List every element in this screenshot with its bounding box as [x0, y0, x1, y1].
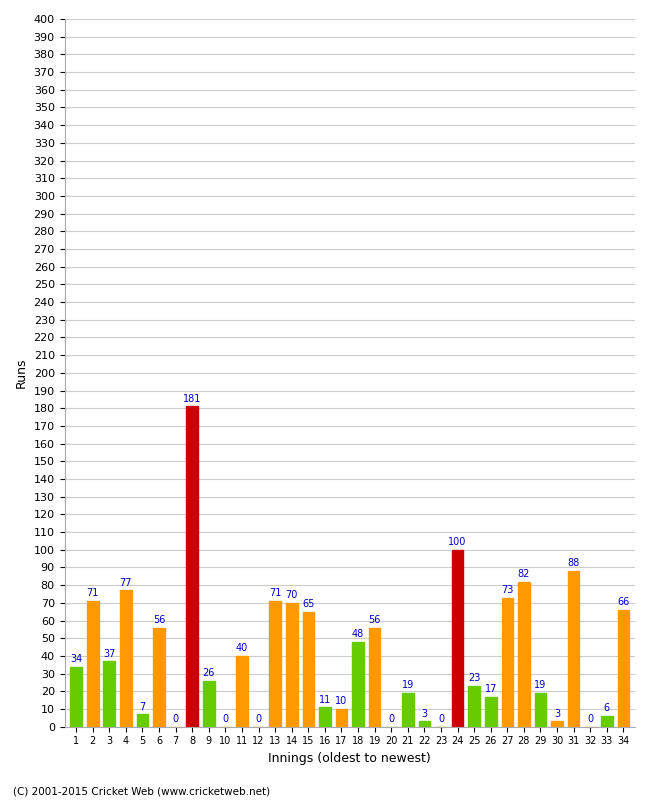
Text: 23: 23 [468, 674, 480, 683]
Text: 19: 19 [534, 681, 547, 690]
Bar [335, 709, 347, 726]
Y-axis label: Runs: Runs [15, 358, 28, 388]
Text: 71: 71 [86, 589, 99, 598]
Bar [203, 681, 215, 726]
Bar [302, 612, 314, 726]
Text: 0: 0 [172, 714, 179, 724]
Text: 82: 82 [517, 569, 530, 579]
Bar [187, 406, 198, 726]
Bar [87, 601, 99, 726]
Text: 0: 0 [388, 714, 395, 724]
Text: 0: 0 [438, 714, 444, 724]
Text: 66: 66 [618, 598, 629, 607]
Bar [236, 656, 248, 726]
Text: 0: 0 [587, 714, 593, 724]
Text: 3: 3 [554, 709, 560, 718]
Text: 7: 7 [139, 702, 146, 712]
Text: 19: 19 [402, 681, 414, 690]
Text: 70: 70 [285, 590, 298, 600]
Bar [269, 601, 281, 726]
Text: 17: 17 [484, 684, 497, 694]
X-axis label: Innings (oldest to newest): Innings (oldest to newest) [268, 752, 431, 765]
Text: 56: 56 [369, 615, 381, 625]
Bar [618, 610, 629, 726]
Text: (C) 2001-2015 Cricket Web (www.cricketweb.net): (C) 2001-2015 Cricket Web (www.cricketwe… [13, 786, 270, 796]
Text: 100: 100 [448, 537, 467, 547]
Text: 11: 11 [318, 694, 331, 705]
Text: 6: 6 [604, 703, 610, 714]
Text: 34: 34 [70, 654, 83, 664]
Bar [568, 571, 579, 726]
Text: 65: 65 [302, 599, 315, 609]
Text: 37: 37 [103, 649, 116, 658]
Bar [485, 697, 497, 726]
Bar [319, 707, 331, 726]
Text: 56: 56 [153, 615, 165, 625]
Bar [502, 598, 513, 726]
Bar [535, 693, 546, 726]
Bar [153, 628, 165, 726]
Text: 0: 0 [222, 714, 228, 724]
Text: 0: 0 [255, 714, 261, 724]
Text: 40: 40 [236, 643, 248, 654]
Text: 77: 77 [120, 578, 132, 588]
Text: 71: 71 [269, 589, 281, 598]
Bar [103, 662, 115, 726]
Bar [136, 714, 148, 726]
Bar [352, 642, 364, 726]
Bar [120, 590, 132, 726]
Text: 48: 48 [352, 629, 364, 639]
Text: 26: 26 [203, 668, 215, 678]
Bar [419, 722, 430, 726]
Bar [369, 628, 380, 726]
Text: 10: 10 [335, 696, 348, 706]
Bar [452, 550, 463, 726]
Text: 73: 73 [501, 585, 514, 595]
Bar [402, 693, 413, 726]
Bar [551, 722, 563, 726]
Text: 88: 88 [567, 558, 580, 568]
Bar [518, 582, 530, 726]
Bar [601, 716, 612, 726]
Text: 3: 3 [421, 709, 428, 718]
Bar [469, 686, 480, 726]
Bar [286, 603, 298, 726]
Bar [70, 666, 82, 726]
Text: 181: 181 [183, 394, 202, 404]
